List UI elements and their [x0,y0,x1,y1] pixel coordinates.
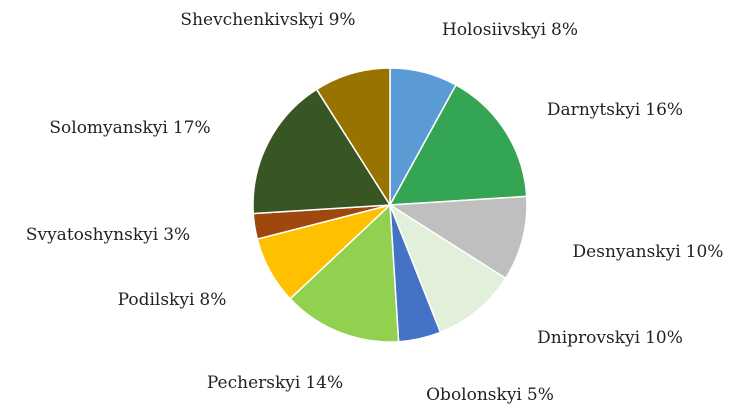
slice-name: Darnytskyi [547,100,641,120]
pie-slice [315,67,391,208]
slice-label: Solomyanskyi 17% [49,118,210,138]
pie-slice [289,203,400,343]
slice-name: Solomyanskyi [49,118,168,138]
slice-value: 17% [173,118,211,138]
pie-slice [388,203,507,334]
slice-label: Dniprovskyi 10% [537,328,683,348]
slice-value: 5% [527,385,554,405]
slice-label: Desnyanskyi 10% [573,242,724,262]
slice-name: Dniprovskyi [537,328,640,348]
slice-name: Desnyanskyi [573,242,682,262]
slice-value: 10% [645,328,683,348]
pie-slice [387,195,528,280]
slice-label: Pecherskyi 14% [207,373,343,393]
slice-label: Darnytskyi 16% [547,100,683,120]
pie-slice [252,88,392,215]
slice-value: 8% [199,290,226,310]
pie-slice [388,83,528,206]
slice-name: Shevchenkivskyi [180,10,324,30]
slice-value: 14% [305,373,343,393]
slice-name: Svyatoshynskyi [26,225,159,245]
slice-label: Shevchenkivskyi 9% [180,10,355,30]
slice-name: Podilskyi [118,290,195,310]
slice-name: Obolonskyi [426,385,522,405]
slice-name: Pecherskyi [207,373,301,393]
slice-name: Holosiivskyi [442,20,547,40]
slice-label: Obolonskyi 5% [426,385,554,405]
slice-value: 16% [645,100,683,120]
slice-label: Holosiivskyi 8% [442,20,578,40]
slice-label: Svyatoshynskyi 3% [26,225,190,245]
slice-value: 3% [163,225,190,245]
slice-value: 8% [551,20,578,40]
slice-value: 9% [329,10,356,30]
slice-label: Podilskyi 8% [118,290,227,310]
slice-value: 10% [686,242,724,262]
